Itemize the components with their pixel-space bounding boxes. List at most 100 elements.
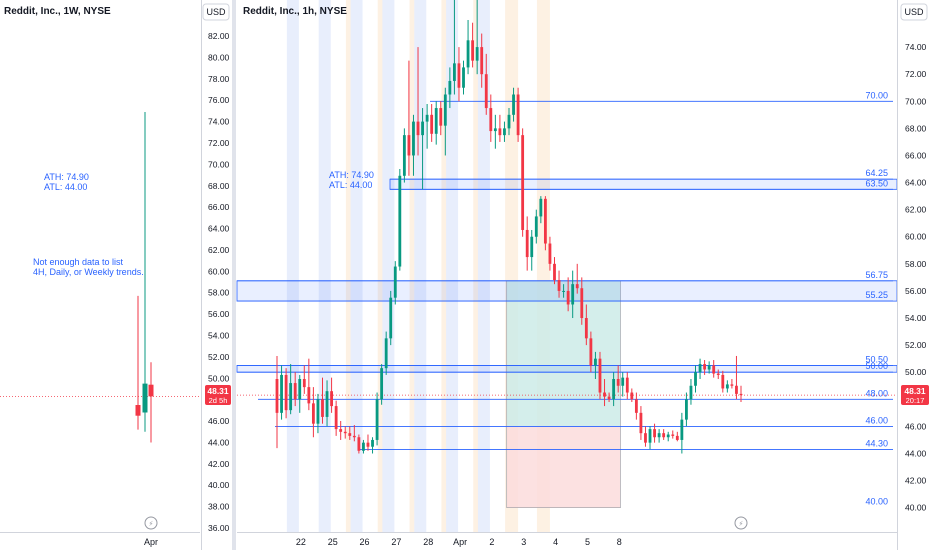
hourly-candle[interactable] bbox=[421, 108, 424, 190]
hourly-candle[interactable] bbox=[543, 196, 547, 251]
hourly-candle[interactable] bbox=[603, 378, 606, 407]
position-target-zone[interactable] bbox=[506, 280, 621, 427]
hourly-candle[interactable] bbox=[362, 439, 365, 454]
hourly-candle[interactable] bbox=[707, 361, 711, 374]
price-zone[interactable] bbox=[236, 365, 898, 373]
hourly-candle[interactable] bbox=[616, 365, 620, 393]
weekly-plot-area[interactable] bbox=[0, 0, 200, 550]
hourly-candle[interactable] bbox=[612, 372, 616, 407]
hourly-candle[interactable] bbox=[457, 47, 461, 102]
hourly-candle[interactable] bbox=[712, 360, 716, 378]
hourly-candle[interactable] bbox=[453, 0, 456, 95]
hourly-candle[interactable] bbox=[584, 304, 588, 346]
hourly-candle[interactable] bbox=[685, 392, 688, 427]
hourly-candle[interactable] bbox=[539, 196, 543, 224]
hourly-candle[interactable] bbox=[416, 47, 420, 156]
hourly-candle[interactable] bbox=[575, 263, 579, 294]
hourly-candle[interactable] bbox=[594, 351, 597, 379]
hourly-candle[interactable] bbox=[493, 114, 497, 149]
hourly-candle[interactable] bbox=[475, 0, 479, 75]
hourly-candle[interactable] bbox=[516, 87, 520, 142]
hourly-candle[interactable] bbox=[703, 360, 707, 375]
hourly-currency-button[interactable]: USD bbox=[900, 3, 928, 21]
hourly-candle[interactable] bbox=[698, 358, 702, 379]
position-stop-zone[interactable] bbox=[506, 426, 621, 508]
hourly-candle[interactable] bbox=[521, 128, 525, 237]
hourly-candle[interactable] bbox=[498, 114, 502, 142]
weekly-chart[interactable]: 82.00 80.00 78.00 76.00 74.00 72.00 70.00 68.00… bbox=[0, 0, 236, 550]
hourly-candle[interactable] bbox=[725, 380, 729, 393]
hourly-candle[interactable] bbox=[284, 368, 288, 419]
hourly-chart[interactable]: 70.0064.2563.5056.7555.2550.5050.0048.00… bbox=[236, 0, 932, 550]
hourly-candle[interactable] bbox=[484, 53, 488, 115]
hourly-candle[interactable] bbox=[462, 60, 465, 95]
hourly-candle[interactable] bbox=[311, 387, 315, 438]
hourly-candle[interactable] bbox=[375, 392, 379, 446]
hourly-candle[interactable] bbox=[316, 393, 320, 434]
hourly-candle[interactable] bbox=[443, 87, 447, 156]
hourly-candle[interactable] bbox=[325, 380, 329, 427]
hourly-candle[interactable] bbox=[384, 331, 388, 375]
hourly-candle[interactable] bbox=[321, 377, 324, 424]
hourly-candle[interactable] bbox=[666, 431, 670, 442]
hourly-candle[interactable] bbox=[275, 355, 279, 449]
hourly-candle[interactable] bbox=[530, 229, 534, 271]
hourly-candle[interactable] bbox=[648, 426, 652, 450]
hourly-candle[interactable] bbox=[280, 365, 283, 420]
hourly-candle[interactable] bbox=[503, 121, 506, 142]
hourly-candle[interactable] bbox=[293, 372, 297, 407]
hourly-candle[interactable] bbox=[398, 169, 402, 271]
hourly-candle[interactable] bbox=[343, 426, 347, 439]
hourly-candle[interactable] bbox=[380, 364, 384, 405]
hourly-candle[interactable] bbox=[389, 290, 393, 346]
hourly-candle[interactable] bbox=[525, 216, 529, 271]
hourly-candle[interactable] bbox=[307, 358, 311, 411]
hourly-candle[interactable] bbox=[689, 378, 693, 405]
hourly-candle[interactable] bbox=[298, 374, 302, 413]
hourly-candle[interactable] bbox=[589, 331, 593, 373]
panel-separator[interactable] bbox=[232, 0, 236, 550]
hourly-candle[interactable] bbox=[448, 67, 452, 109]
hourly-candle[interactable] bbox=[489, 94, 493, 142]
hourly-candle[interactable] bbox=[730, 378, 734, 389]
hourly-candle[interactable] bbox=[571, 270, 575, 319]
hourly-candle[interactable] bbox=[348, 426, 352, 440]
hourly-candle[interactable] bbox=[735, 355, 738, 400]
hourly-candle[interactable] bbox=[644, 426, 647, 447]
hourly-candle[interactable] bbox=[557, 270, 561, 298]
hourly-candle[interactable] bbox=[366, 434, 370, 451]
hourly-candle[interactable] bbox=[393, 261, 397, 305]
weekly-currency-button[interactable]: USD bbox=[202, 3, 230, 21]
hourly-candle[interactable] bbox=[680, 412, 684, 454]
hourly-candle[interactable] bbox=[562, 284, 565, 298]
hourly-candle[interactable] bbox=[657, 429, 661, 443]
hourly-candle[interactable] bbox=[334, 400, 338, 436]
hourly-candle[interactable] bbox=[548, 236, 552, 271]
hourly-candle[interactable] bbox=[352, 425, 356, 442]
hourly-candle[interactable] bbox=[634, 392, 638, 420]
hourly-candle[interactable] bbox=[630, 388, 634, 403]
hourly-candle[interactable] bbox=[621, 372, 625, 397]
hourly-candle[interactable] bbox=[289, 364, 293, 415]
weekly-candle[interactable] bbox=[148, 362, 154, 443]
weekly-candle[interactable] bbox=[135, 295, 141, 430]
hourly-candle[interactable] bbox=[371, 437, 374, 454]
hourly-candle[interactable] bbox=[580, 277, 584, 325]
weekly-lightning-icon[interactable]: ⚡ bbox=[144, 516, 158, 530]
hourly-candle[interactable] bbox=[439, 101, 443, 136]
hourly-candle[interactable] bbox=[466, 20, 470, 75]
hourly-candle[interactable] bbox=[512, 87, 515, 122]
hourly-candle[interactable] bbox=[430, 103, 434, 142]
hourly-candle[interactable] bbox=[721, 370, 725, 393]
hourly-candle[interactable] bbox=[507, 108, 511, 136]
hourly-candle[interactable] bbox=[553, 257, 556, 285]
hourly-candle[interactable] bbox=[434, 101, 438, 145]
hourly-candle[interactable] bbox=[302, 365, 306, 394]
hourly-candle[interactable] bbox=[330, 377, 333, 413]
hourly-candle[interactable] bbox=[694, 365, 697, 393]
hourly-candle[interactable] bbox=[566, 277, 570, 312]
hourly-candle[interactable] bbox=[534, 209, 538, 244]
hourly-candle[interactable] bbox=[639, 406, 643, 440]
hourly-candle[interactable] bbox=[653, 423, 656, 443]
